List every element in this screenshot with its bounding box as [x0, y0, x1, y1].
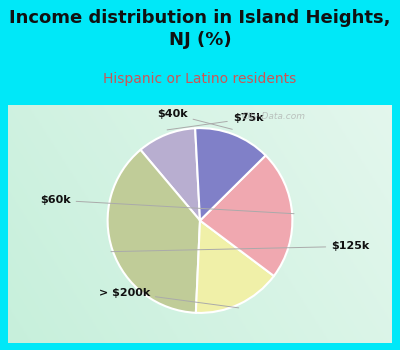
Wedge shape: [200, 155, 292, 276]
Text: Income distribution in Island Heights,
NJ (%): Income distribution in Island Heights, N…: [9, 9, 391, 49]
Text: $125k: $125k: [111, 241, 370, 252]
Text: $40k: $40k: [157, 109, 232, 129]
Text: > $200k: > $200k: [99, 288, 239, 308]
Text: $60k: $60k: [40, 195, 294, 214]
Text: City-Data.com: City-Data.com: [242, 112, 306, 121]
Wedge shape: [196, 220, 274, 313]
Wedge shape: [195, 128, 266, 220]
Text: Hispanic or Latino residents: Hispanic or Latino residents: [103, 72, 297, 86]
Text: $75k: $75k: [167, 113, 263, 130]
Wedge shape: [140, 128, 200, 220]
Wedge shape: [108, 150, 200, 313]
